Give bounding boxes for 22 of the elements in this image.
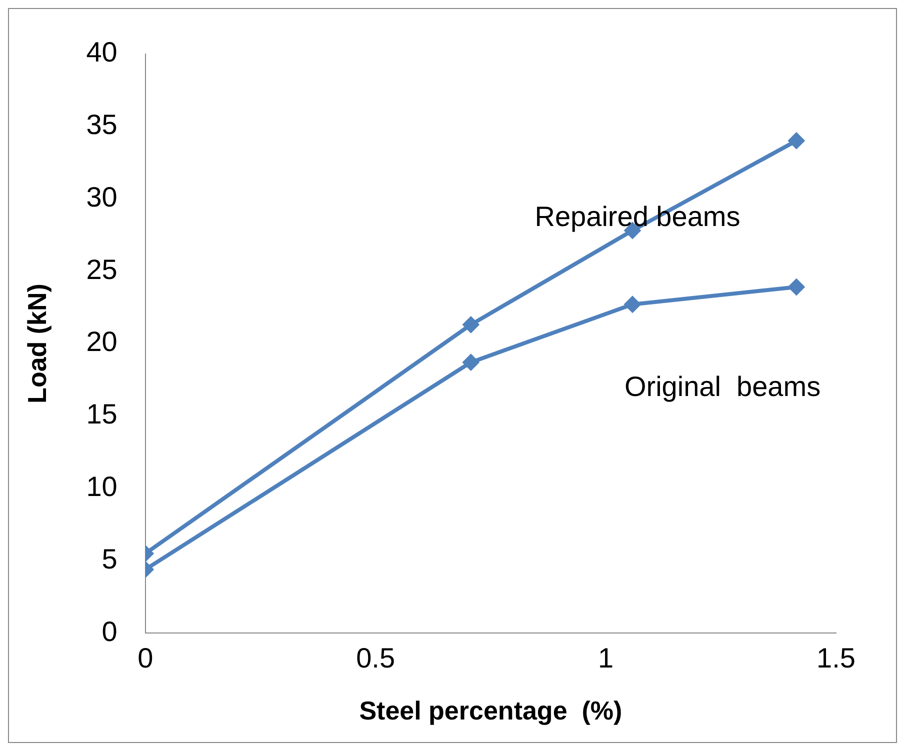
y-tick-label: 15 bbox=[86, 398, 118, 430]
y-tick-label: 0 bbox=[102, 616, 118, 647]
y-tick-label: 35 bbox=[86, 108, 118, 140]
x-tick-label: 0.5 bbox=[356, 642, 396, 674]
y-tick-label: 40 bbox=[86, 36, 118, 68]
x-axis-title: Steel percentage (%) bbox=[359, 696, 622, 726]
x-tick-label: 0 bbox=[138, 642, 154, 674]
point bbox=[788, 278, 805, 296]
point bbox=[462, 354, 480, 371]
point bbox=[788, 132, 805, 150]
y-tick-label: 5 bbox=[102, 543, 118, 574]
x-tick-label: 1.5 bbox=[816, 642, 856, 674]
point bbox=[624, 296, 641, 313]
point bbox=[462, 316, 480, 334]
y-tick-label: 10 bbox=[86, 471, 118, 502]
text: Original beams bbox=[624, 371, 821, 402]
y-tick-label: 30 bbox=[86, 181, 118, 212]
x-tick-label: 1 bbox=[598, 642, 614, 674]
y-tick-label: 20 bbox=[86, 326, 118, 358]
series-label: Repaired beams bbox=[534, 201, 740, 232]
y-tick-label: 25 bbox=[86, 254, 118, 285]
y-axis-title: Load (kN) bbox=[22, 284, 52, 404]
